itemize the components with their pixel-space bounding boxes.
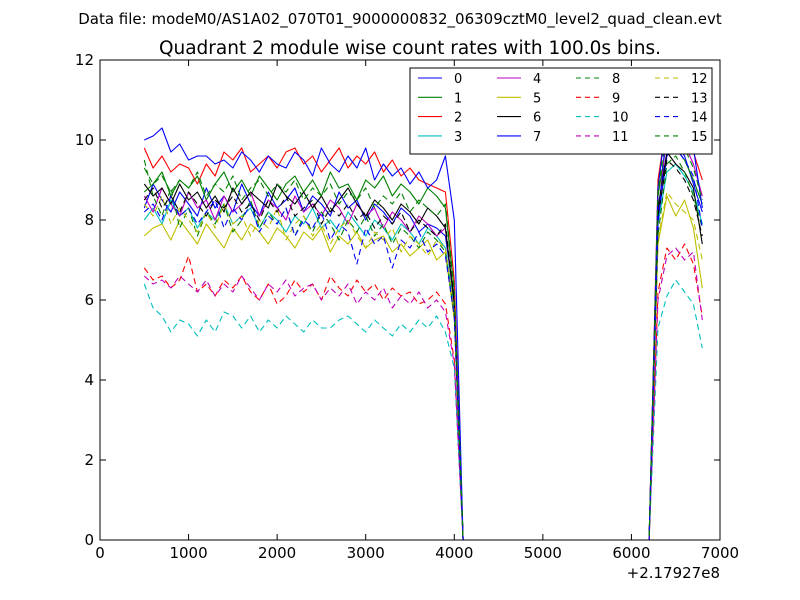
legend-label-7: 7 (533, 130, 541, 145)
y-tick-label: 6 (84, 291, 94, 309)
legend-frame (409, 67, 713, 155)
legend-label-2: 2 (454, 111, 462, 126)
x-tick-label: 1000 (169, 544, 207, 562)
legend-label-11: 11 (612, 130, 629, 145)
y-tick-label: 4 (84, 371, 94, 389)
x-tick-label: 3000 (347, 544, 385, 562)
chart-title: Quadrant 2 module wise count rates with … (159, 38, 661, 59)
legend-label-10: 10 (612, 111, 629, 126)
x-tick-label: 0 (95, 544, 105, 562)
series-line-9 (143, 243, 703, 541)
y-tick-label: 12 (75, 51, 94, 69)
legend-label-15: 15 (691, 130, 708, 145)
series-line-15 (143, 127, 703, 541)
x-tick-label: 7000 (701, 544, 739, 562)
y-tick-label: 8 (84, 211, 94, 229)
legend-label-1: 1 (454, 91, 462, 106)
legend-label-14: 14 (691, 111, 708, 126)
y-tick-label: 2 (84, 451, 94, 469)
legend-label-4: 4 (533, 72, 541, 87)
legend-label-6: 6 (533, 111, 541, 126)
y-tick-label: 10 (75, 131, 94, 149)
x-tick-label: 6000 (612, 544, 650, 562)
legend-label-0: 0 (454, 72, 462, 87)
legend-label-13: 13 (691, 91, 708, 106)
chart-suptitle: Data file: modeM0/AS1A02_070T01_90000008… (78, 10, 722, 29)
x-offset-label: +2.17927e8 (627, 564, 720, 582)
legend-label-8: 8 (612, 72, 620, 87)
y-tick-label: 0 (84, 531, 94, 549)
series-line-10 (143, 279, 703, 541)
legend-label-9: 9 (612, 91, 620, 106)
series-line-12 (143, 191, 703, 541)
x-axis: 0 1000 2000 3000 4000 5000 6000 7000 (95, 60, 739, 562)
legend-label-5: 5 (533, 91, 541, 106)
x-tick-label: 2000 (258, 544, 296, 562)
legend-label-12: 12 (691, 72, 708, 87)
x-tick-label: 5000 (524, 544, 562, 562)
legend-label-3: 3 (454, 130, 462, 145)
x-tick-label: 4000 (435, 544, 473, 562)
